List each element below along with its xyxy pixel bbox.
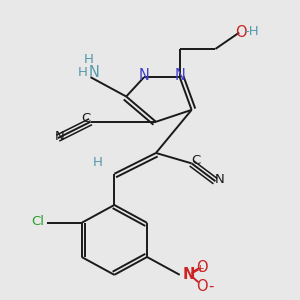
Text: N: N <box>139 68 149 83</box>
Text: N: N <box>89 64 100 80</box>
Text: N: N <box>215 173 225 186</box>
Text: O: O <box>196 279 208 294</box>
Text: -H: -H <box>244 25 259 38</box>
Text: H: H <box>93 156 103 169</box>
Text: N: N <box>182 267 195 282</box>
Text: +: + <box>196 264 204 274</box>
Text: C: C <box>191 154 201 167</box>
Text: Cl: Cl <box>32 215 44 228</box>
Text: C: C <box>82 112 91 125</box>
Text: O: O <box>196 260 208 275</box>
Text: N: N <box>174 68 185 83</box>
Text: N: N <box>55 130 64 143</box>
Text: O: O <box>235 25 247 40</box>
Text: -: - <box>208 279 214 294</box>
Text: H: H <box>77 66 87 79</box>
Text: H: H <box>84 53 94 66</box>
